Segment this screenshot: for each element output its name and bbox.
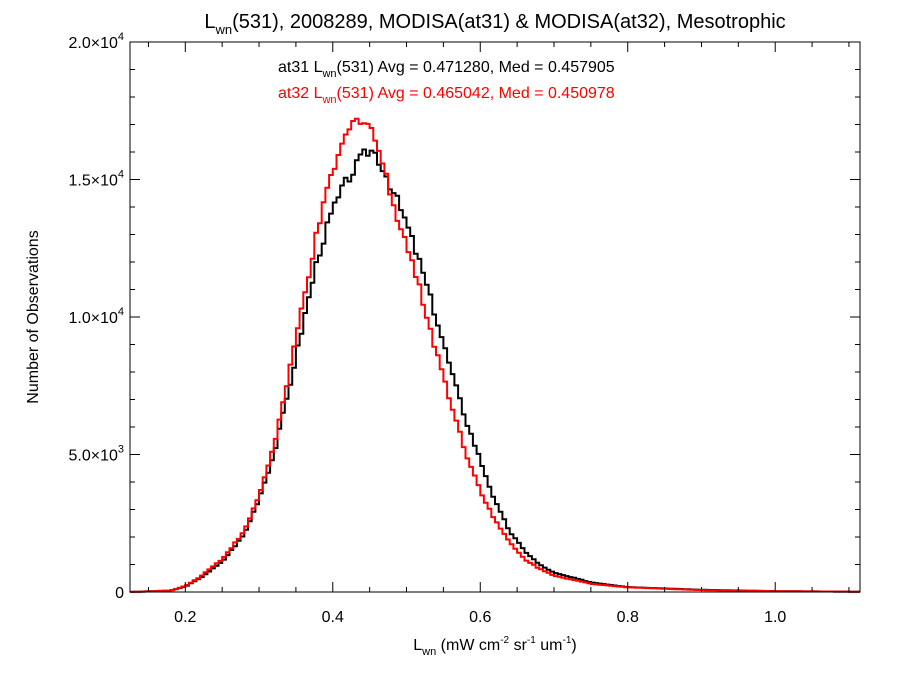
- chart-title: Lwn(531), 2008289, MODISA(at31) & MODISA…: [204, 11, 785, 37]
- y-tick-label: 1.5×104: [68, 169, 124, 190]
- x-tick-label: 0.8: [617, 609, 639, 626]
- legend-at31-suffix: (531) Avg = 0.471280, Med = 0.457905: [337, 59, 615, 76]
- x-label-s3: -1: [562, 635, 571, 646]
- y-tick-label: 5.0×103: [68, 444, 124, 465]
- legend-at31-sub: wn: [321, 68, 336, 80]
- x-tick-label: 0.6: [469, 609, 491, 626]
- series-line-1: [130, 117, 860, 593]
- chart-title-main: L: [204, 11, 215, 33]
- plot-frame: [129, 41, 861, 593]
- x-label-p2: sr: [509, 637, 527, 654]
- y-axis-label: Number of Observations: [25, 230, 42, 403]
- y-tick-label: 0: [115, 585, 124, 602]
- legend-at32-suffix: (531) Avg = 0.465042, Med = 0.450978: [337, 85, 615, 102]
- legend-entry-at31: at31 Lwn(531) Avg = 0.471280, Med = 0.45…: [278, 59, 615, 80]
- x-label-main: L: [413, 637, 422, 654]
- x-axis-label: Lwn (mW cm-2 sr-1 um-1): [413, 635, 576, 658]
- legend-at32-prefix: at32 L: [278, 85, 323, 102]
- x-label-sub: wn: [421, 646, 436, 658]
- x-label-p3: um: [536, 637, 563, 654]
- legend-entry-at32: at32 Lwn(531) Avg = 0.465042, Med = 0.45…: [278, 85, 615, 106]
- x-label-s1: -2: [500, 635, 509, 646]
- y-tick-label: 1.0×104: [68, 306, 124, 327]
- x-label-p1: (mW cm: [436, 637, 500, 654]
- series-layer: [130, 117, 860, 593]
- chart-title-sub: wn: [214, 22, 232, 37]
- x-label-s2: -1: [527, 635, 536, 646]
- series-line-0: [130, 148, 860, 593]
- x-label-p4: ): [571, 637, 576, 654]
- ticks-layer: 0.2 0.4 0.6 0.8 1.0 0 5.0×103 1.0×104 1.5×104 2.0…: [68, 31, 860, 626]
- x-tick-label: 0.2: [174, 609, 196, 626]
- legend-at31-prefix: at31 L: [278, 59, 323, 76]
- y-tick-label: 2.0×104: [68, 31, 124, 52]
- x-tick-label: 1.0: [764, 609, 786, 626]
- legend-at32-sub: wn: [321, 94, 336, 106]
- chart-title-rest: (531), 2008289, MODISA(at31) & MODISA(at…: [232, 11, 786, 33]
- x-tick-label: 0.4: [322, 609, 344, 626]
